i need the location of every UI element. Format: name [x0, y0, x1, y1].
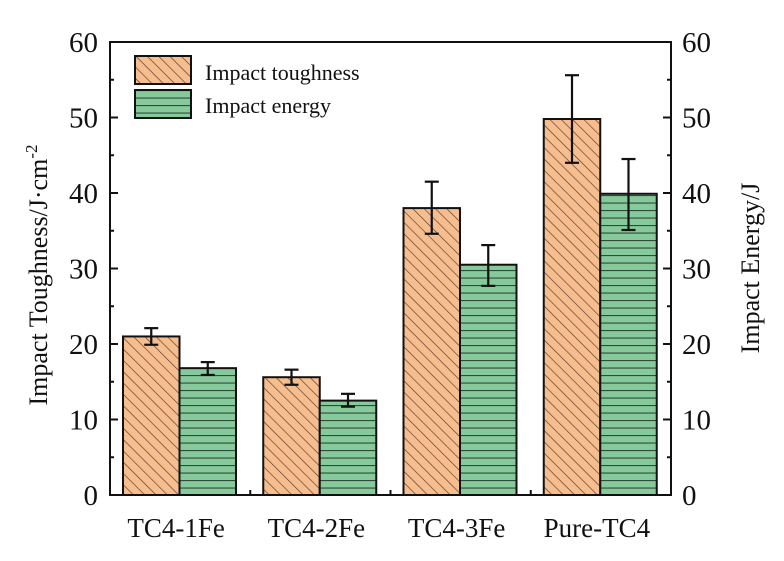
y-tick-label-right: 30: [682, 254, 711, 286]
bar-impact-energy-tc4-3fe: [459, 263, 518, 496]
error-bar-impact-energy-tc4-2fe: [341, 392, 355, 408]
error-bar-impact-toughness-tc4-3fe: [424, 180, 439, 235]
bar-impact-energy-tc4-1fe: [178, 367, 237, 496]
y-tick-label-left: 20: [69, 329, 98, 361]
error-bar-impact-toughness-tc4-2fe: [284, 368, 299, 386]
y-tick-label-right: 20: [682, 329, 711, 361]
x-tick-label-pure-tc4: Pure-TC4: [544, 513, 651, 543]
y-axis-title-left-main: Impact Toughness/J·cm: [24, 159, 53, 406]
legend-item-impact-toughness: Impact toughness: [134, 55, 360, 85]
y-tick-label-right: 0: [682, 480, 697, 512]
x-tick-label-tc4-3fe: TC4-3Fe: [408, 513, 506, 543]
error-bar-impact-toughness-tc4-1fe: [144, 327, 159, 346]
y-tick-label-left: 10: [69, 405, 98, 437]
legend-label-impact-energy: Impact energy: [205, 93, 331, 118]
bar-impact-toughness-tc4-3fe: [402, 207, 461, 496]
error-bars-layer: [144, 74, 636, 408]
y-tick-label-left: 40: [69, 178, 98, 210]
bar-impact-toughness-tc4-2fe: [262, 376, 321, 496]
error-bar-impact-energy-pure-tc4: [621, 157, 636, 232]
y-tick-label-right: 40: [682, 178, 711, 210]
x-tick-label-tc4-2fe: TC4-2Fe: [268, 513, 366, 543]
y-tick-label-left: 50: [69, 103, 98, 135]
y-tick-label-right: 50: [682, 103, 711, 135]
legend-swatch-impact-toughness: [134, 55, 192, 85]
bar-impact-energy-pure-tc4: [599, 192, 658, 496]
category-labels-layer: TC4-1Fe TC4-2Fe TC4-3Fe Pure-TC4: [127, 513, 650, 543]
y-tick-label-right: 10: [682, 405, 711, 437]
ticks-layer: [110, 41, 671, 496]
error-bar-impact-energy-tc4-3fe: [481, 243, 496, 287]
x-tick-label-tc4-1fe: TC4-1Fe: [127, 513, 225, 543]
y-tick-label-left: 0: [84, 480, 99, 512]
bar-impact-energy-tc4-2fe: [318, 399, 378, 496]
y-tick-label-right: 60: [682, 27, 711, 59]
legend-label-impact-toughness: Impact toughness: [205, 60, 360, 85]
bars-layer: [122, 118, 658, 497]
tick-labels-layer: 0 10 20 30 40 50 60 0 10 20 30 40 50 60: [69, 27, 711, 512]
bar-impact-toughness-tc4-1fe: [122, 335, 181, 497]
error-bar-impact-energy-tc4-1fe: [200, 361, 215, 377]
legend-swatch-impact-energy: [134, 89, 192, 119]
y-tick-label-left: 30: [69, 254, 98, 286]
y-tick-label-left: 60: [69, 27, 98, 59]
error-bar-impact-toughness-pure-tc4: [565, 74, 579, 164]
y-axis-title-left: Impact Toughness/J·cm-2: [22, 145, 53, 406]
legend-item-impact-energy: Impact energy: [134, 89, 331, 119]
y-axis-title-left-sup: -2: [22, 145, 41, 159]
y-axis-title-right: Impact Energy/J: [736, 183, 765, 354]
bar-impact-toughness-pure-tc4: [542, 118, 602, 496]
legend: Impact toughness Impact energy: [134, 55, 360, 119]
